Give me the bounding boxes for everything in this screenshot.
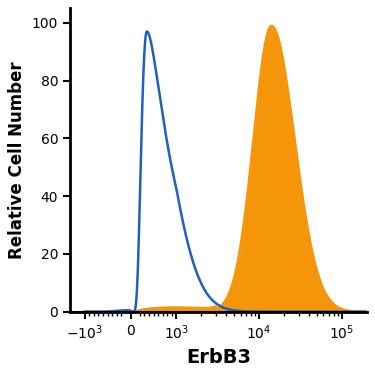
- Y-axis label: Relative Cell Number: Relative Cell Number: [8, 61, 26, 259]
- X-axis label: ErbB3: ErbB3: [186, 348, 251, 367]
